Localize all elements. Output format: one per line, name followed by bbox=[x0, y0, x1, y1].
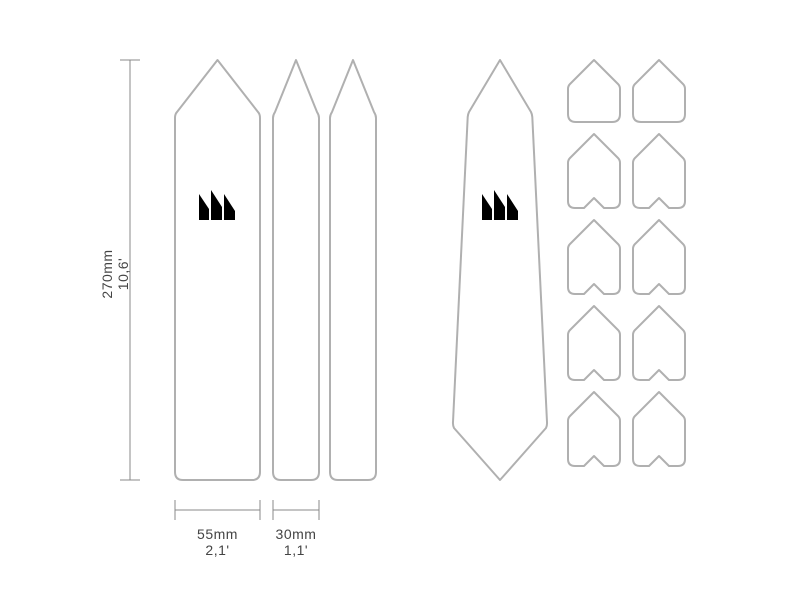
dim-w1-mm: 55mm bbox=[197, 526, 238, 542]
diagram-stage: 270mm 10,6' bbox=[0, 0, 800, 600]
dim-w1-in: 2,1' bbox=[205, 542, 229, 558]
dim-widths-line bbox=[0, 0, 800, 600]
dim-w1-label: 55mm 2,1' bbox=[175, 526, 260, 558]
dim-w2-mm: 30mm bbox=[276, 526, 317, 542]
dim-w2-label: 30mm 1,1' bbox=[268, 526, 324, 558]
dim-w2-in: 1,1' bbox=[284, 542, 308, 558]
